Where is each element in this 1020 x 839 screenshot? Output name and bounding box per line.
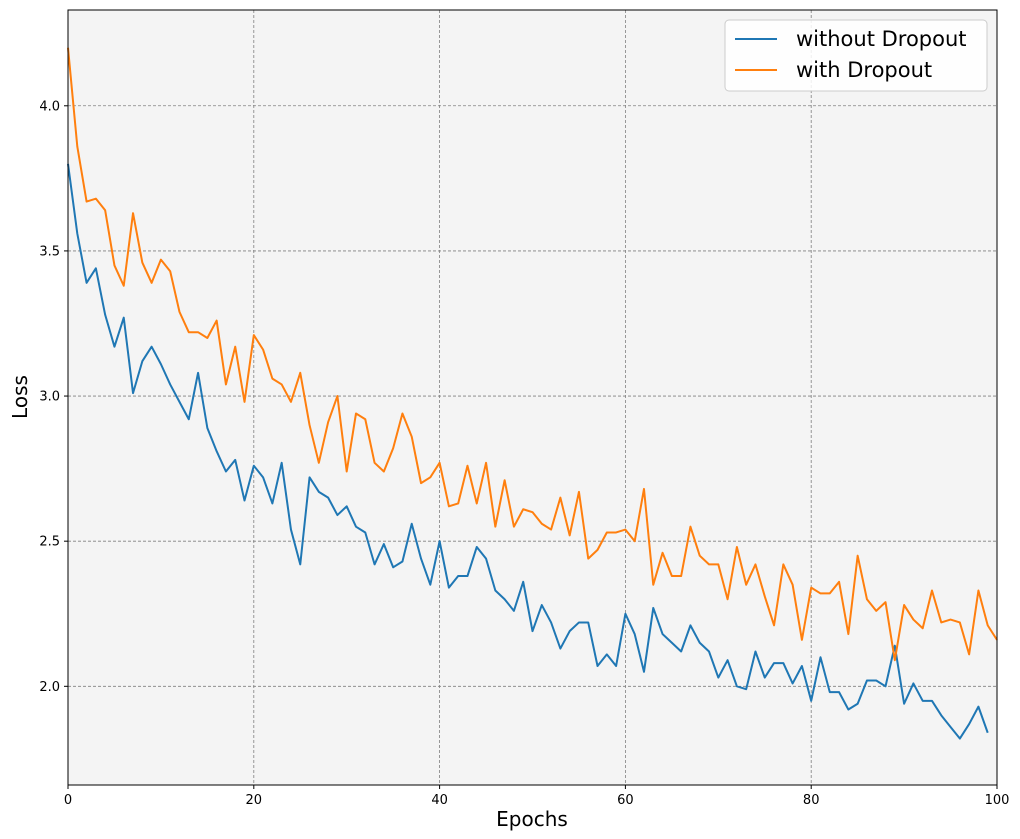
- y-tick-label: 3.5: [39, 244, 60, 259]
- x-tick-label: 60: [617, 793, 634, 808]
- legend-box: [724, 19, 988, 92]
- y-tick-label: 2.0: [39, 680, 60, 695]
- x-axis-label: Epochs: [496, 807, 568, 831]
- y-tick-label: 4.0: [39, 99, 60, 114]
- series-line-with-dropout: [67, 47, 998, 662]
- y-axis-ticks: 2.0 2.5 3.0 3.5 4.0: [39, 99, 68, 695]
- x-axis-ticks: 0 20 40 60 80 100: [64, 785, 1010, 808]
- legend-label: without Dropout: [796, 27, 967, 51]
- plot-frame: [67, 9, 998, 786]
- y-tick-label: 2.5: [39, 535, 60, 550]
- x-tick-label: 40: [431, 793, 448, 808]
- plot-background: [68, 10, 997, 785]
- legend-label: with Dropout: [796, 58, 932, 82]
- legend: without Dropout with Dropout: [724, 19, 988, 92]
- series-line-without-dropout: [67, 163, 989, 740]
- series-group: [67, 47, 998, 740]
- y-tick-label: 3.0: [39, 390, 60, 405]
- x-tick-label: 0: [64, 793, 72, 808]
- y-axis-label: Loss: [8, 375, 32, 419]
- x-tick-label: 80: [803, 793, 820, 808]
- x-tick-label: 20: [246, 793, 263, 808]
- x-tick-label: 100: [985, 793, 1010, 808]
